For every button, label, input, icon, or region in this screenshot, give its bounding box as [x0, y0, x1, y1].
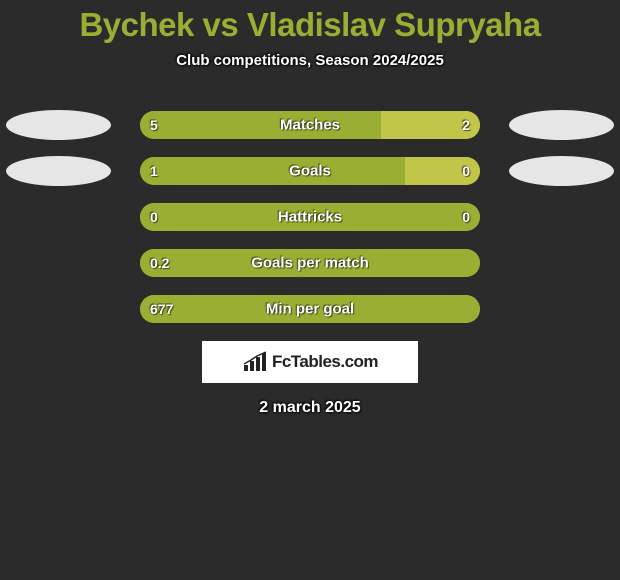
stat-bar: 0.2 Goals per match — [140, 249, 480, 277]
stat-label: Matches — [280, 117, 340, 134]
stat-bar: 1 0 Goals — [140, 157, 480, 185]
stat-label: Min per goal — [266, 301, 354, 318]
stat-value-left: 0.2 — [150, 255, 169, 271]
stat-value-left: 0 — [150, 209, 158, 225]
comparison-row: 1 0 Goals — [0, 157, 620, 185]
stat-value-right: 2 — [462, 117, 470, 133]
comparison-row: 677 Min per goal — [0, 295, 620, 323]
stat-label: Goals — [289, 163, 331, 180]
stat-value-left: 677 — [150, 301, 173, 317]
stat-value-left: 1 — [150, 163, 158, 179]
comparison-row: 0.2 Goals per match — [0, 249, 620, 277]
title-vs: vs — [203, 6, 239, 43]
fctables-logo: FcTables.com — [202, 341, 418, 383]
bars-icon — [242, 351, 268, 373]
subtitle: Club competitions, Season 2024/2025 — [0, 52, 620, 69]
bar-seg-left — [140, 111, 381, 139]
stat-value-right: 0 — [462, 209, 470, 225]
title-player-right: Vladislav Supryaha — [247, 6, 541, 43]
page-title: Bychek vs Vladislav Supryaha — [0, 0, 620, 44]
stat-bar: 677 Min per goal — [140, 295, 480, 323]
comparison-rows: 5 2 Matches 1 0 Goals 0 0 Hattricks 0.2 Goals per … — [0, 111, 620, 323]
title-player-left: Bychek — [79, 6, 193, 43]
date: 2 march 2025 — [0, 399, 620, 417]
stat-bar: 5 2 Matches — [140, 111, 480, 139]
stat-value-right: 0 — [462, 163, 470, 179]
player-avatar-right — [509, 110, 614, 140]
player-avatar-left — [6, 156, 111, 186]
comparison-row: 0 0 Hattricks — [0, 203, 620, 231]
comparison-row: 5 2 Matches — [0, 111, 620, 139]
bar-seg-left — [140, 157, 405, 185]
logo-text: FcTables.com — [272, 352, 378, 372]
stat-label: Goals per match — [251, 255, 369, 272]
stat-value-left: 5 — [150, 117, 158, 133]
player-avatar-left — [6, 110, 111, 140]
stat-label: Hattricks — [278, 209, 342, 226]
stat-bar: 0 0 Hattricks — [140, 203, 480, 231]
player-avatar-right — [509, 156, 614, 186]
